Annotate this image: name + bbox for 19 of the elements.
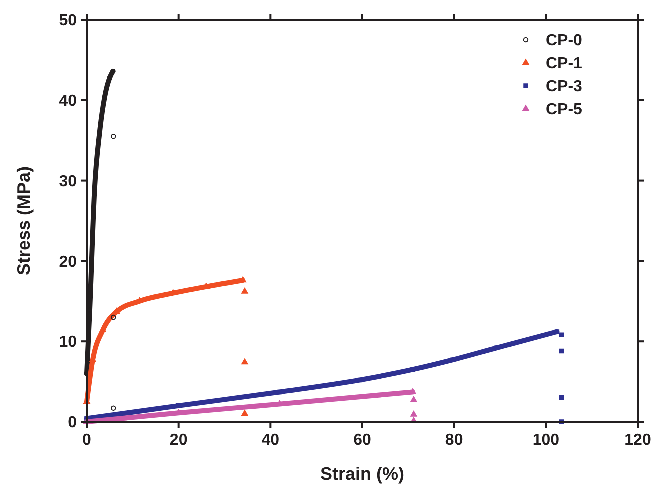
- y-tick-label: 50: [59, 12, 78, 30]
- y-axis-title: Stress (MPa): [14, 166, 34, 276]
- x-tick-label: 100: [532, 432, 560, 449]
- x-axis-title: Strain (%): [320, 464, 405, 484]
- legend-label: CP-3: [546, 78, 583, 96]
- legend-label: CP-0: [546, 32, 583, 50]
- x-tick-label: 80: [445, 432, 464, 449]
- y-tick-label: 40: [59, 93, 78, 110]
- y-tick-label: 30: [59, 173, 78, 190]
- legend-label: CP-1: [546, 56, 583, 73]
- y-tick-label: 0: [68, 414, 78, 432]
- x-tick-label: 40: [262, 432, 280, 449]
- x-tick-label: 20: [170, 432, 188, 449]
- y-tick-label: 10: [59, 334, 78, 352]
- legend-label: CP-5: [546, 102, 583, 119]
- x-tick-label: 120: [624, 432, 652, 449]
- y-tick-label: 20: [59, 254, 78, 271]
- x-tick-label: 60: [354, 432, 372, 449]
- x-tick-label: 0: [82, 432, 92, 449]
